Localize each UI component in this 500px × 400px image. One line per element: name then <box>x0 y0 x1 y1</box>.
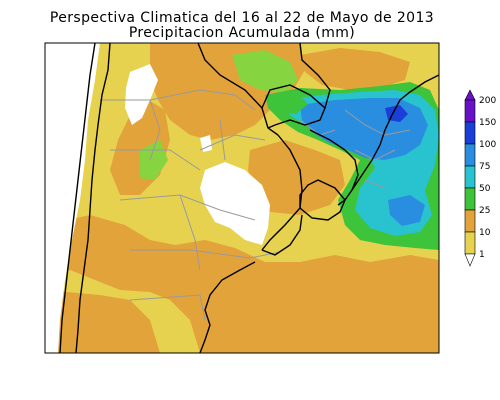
legend-label: 150 <box>479 118 496 128</box>
title-line-2: Precipitacion Acumulada (mm) <box>129 25 355 41</box>
legend-swatch <box>464 231 476 255</box>
precip-orange-northeast <box>300 48 410 90</box>
map-frame <box>44 42 440 354</box>
legend-swatch-top <box>464 89 476 101</box>
precip-white-small <box>200 135 212 152</box>
precip-orange-center <box>248 140 345 215</box>
precip-green-border-patch <box>275 94 308 114</box>
legend-swatch-bottom <box>464 253 476 267</box>
legend-label: 25 <box>479 206 490 216</box>
precip-white-northwest <box>125 64 158 125</box>
legend-swatch <box>464 121 476 145</box>
province-borders <box>100 89 411 321</box>
precip-orange-southwest <box>45 290 160 353</box>
legend-label: 200 <box>479 96 496 106</box>
legend-label: 50 <box>479 184 491 194</box>
legend-swatch <box>464 209 476 233</box>
precip-lightgreen-north <box>232 50 298 92</box>
title-line-1: Perspectiva Climatica del 16 al 22 de Ma… <box>50 10 434 26</box>
precip-legend: 200 150 100 75 50 25 10 1 <box>464 89 496 267</box>
legend-label: 100 <box>479 140 496 150</box>
legend-swatch <box>464 165 476 189</box>
legend-label: 75 <box>479 162 490 172</box>
precip-white-pacific <box>45 43 100 353</box>
legend-label: 10 <box>479 228 491 238</box>
legend-swatch <box>464 187 476 211</box>
legend-swatch <box>464 143 476 167</box>
precip-white-center <box>200 162 270 245</box>
country-borders <box>59 43 439 353</box>
legend-swatch <box>464 99 476 123</box>
precipitation-map <box>45 43 439 353</box>
legend-label: 1 <box>479 250 485 260</box>
precip-blue-southeast <box>388 195 425 226</box>
